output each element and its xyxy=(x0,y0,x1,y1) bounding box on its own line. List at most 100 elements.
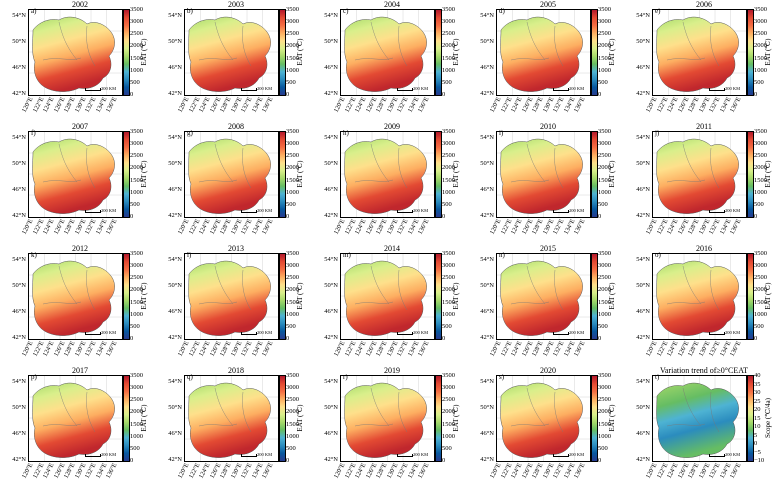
map-svg xyxy=(653,10,746,95)
colorbar-tick: 1000 xyxy=(286,66,299,74)
panel-letter: m) xyxy=(343,251,351,259)
panel-title: Variation trend of≥0°CEAT xyxy=(659,366,748,375)
map-svg xyxy=(29,132,122,217)
region-fill xyxy=(32,138,115,214)
colorbar-tick: 0 xyxy=(442,91,446,98)
map-frame: 200 KM xyxy=(184,375,279,462)
colorbar-tick: 1500 xyxy=(754,298,767,306)
lat-label: 42°N xyxy=(168,212,182,219)
panel-title: 2006 xyxy=(696,0,712,9)
lat-label: 42°N xyxy=(480,334,494,341)
panel-title: 2019 xyxy=(384,366,400,375)
colorbar-tick: 0 xyxy=(442,213,446,220)
colorbar-tick: 3000 xyxy=(598,18,611,26)
colorbar-tick: 1000 xyxy=(130,432,143,440)
panel-letter: j) xyxy=(655,129,660,137)
lat-label: 54°N xyxy=(168,256,182,263)
colorbar-tick: 1500 xyxy=(754,54,767,62)
lat-label: 42°N xyxy=(168,334,182,341)
map-frame: 200 KM xyxy=(28,375,123,462)
map-panel: 2005 200 KM d) 54°N 50°N 46°N 42°N 120°E 122°E 12… xyxy=(468,0,624,121)
lat-label: 46°N xyxy=(168,430,182,437)
colorbar-tick: 3000 xyxy=(130,384,143,392)
colorbar-tick: 2500 xyxy=(598,396,611,404)
colorbar-tick: 1000 xyxy=(442,188,455,196)
colorbar-label: EAT (℃) xyxy=(296,282,304,310)
map-panel: 2020 200 KM s) 54°N 50°N 46°N 42°N 120°E 122°E 12… xyxy=(468,366,624,487)
map-frame: 200 KM xyxy=(652,131,747,218)
colorbar-tick: 1500 xyxy=(442,420,455,428)
panel-letter: i) xyxy=(499,129,504,137)
panel-letter: c) xyxy=(343,7,349,15)
colorbar-label: EAT (℃) xyxy=(452,38,460,66)
lat-label: 50°N xyxy=(636,282,650,289)
colorbar-tick: 1500 xyxy=(130,176,143,184)
map-panel: 2016 200 KM o) 54°N 50°N 46°N 42°N 120°E 122°E 12… xyxy=(624,244,780,365)
colorbar-tick: 500 xyxy=(442,200,452,208)
colorbar xyxy=(435,375,442,462)
colorbar-tick: 3000 xyxy=(754,140,767,148)
colorbar-tick: 1000 xyxy=(442,66,455,74)
map-panel: 2013 200 KM l) 54°N 50°N 46°N 42°N 120°E 122°E 12… xyxy=(156,244,312,365)
colorbar-tick: 2000 xyxy=(598,42,611,50)
colorbar-tick: 1000 xyxy=(442,432,455,440)
map-frame: 200 KM xyxy=(184,131,279,218)
colorbar-tick: −5 xyxy=(754,448,761,456)
colorbar-tick: 3500 xyxy=(286,372,299,379)
lat-label: 50°N xyxy=(168,404,182,411)
scale-label: 200 KM xyxy=(569,208,585,213)
colorbar-tick: 3500 xyxy=(442,6,455,13)
colorbar-tick: 2500 xyxy=(442,396,455,404)
scale-label: 200 KM xyxy=(413,330,429,335)
scale-bar xyxy=(709,332,725,335)
colorbar-tick: 500 xyxy=(754,200,764,208)
colorbar-tick: 0 xyxy=(130,335,134,342)
colorbar-tick: 3500 xyxy=(442,250,455,257)
lat-label: 46°N xyxy=(12,186,26,193)
panel-title: 2003 xyxy=(228,0,244,9)
colorbar-tick: 1000 xyxy=(598,310,611,318)
region-fill xyxy=(32,16,115,92)
colorbar-tick: 2000 xyxy=(754,286,767,294)
map-svg xyxy=(29,10,122,95)
colorbar-label: EAT (℃) xyxy=(452,282,460,310)
region-fill xyxy=(500,382,583,458)
map-panel: 2014 200 KM m) 54°N 50°N 46°N 42°N 120°E 122°E 12… xyxy=(312,244,468,365)
colorbar-tick: 3000 xyxy=(754,18,767,26)
scale-bar xyxy=(709,454,725,457)
colorbar-tick: 30 xyxy=(754,389,761,396)
colorbar-label: Scope (℃/4a) xyxy=(764,398,772,438)
colorbar-tick: 500 xyxy=(130,444,140,452)
lat-label: 42°N xyxy=(168,456,182,463)
scale-bar xyxy=(553,454,569,457)
colorbar-tick: 500 xyxy=(286,200,296,208)
panel-title: 2012 xyxy=(72,244,88,253)
region-fill xyxy=(344,138,427,214)
lat-label: 46°N xyxy=(168,64,182,71)
lat-label: 42°N xyxy=(636,456,650,463)
scale-label: 200 KM xyxy=(413,208,429,213)
lat-label: 42°N xyxy=(12,456,26,463)
region-fill xyxy=(500,138,583,214)
colorbar-tick: 1500 xyxy=(442,298,455,306)
colorbar-tick: 1000 xyxy=(442,310,455,318)
colorbar-tick: 2500 xyxy=(286,30,299,38)
map-svg xyxy=(653,254,746,339)
panel-letter: t) xyxy=(655,373,660,381)
lat-label: 46°N xyxy=(12,64,26,71)
colorbar-tick: 500 xyxy=(286,444,296,452)
colorbar xyxy=(123,9,130,96)
colorbar-label: EAT (℃) xyxy=(140,160,148,188)
panel-letter: q) xyxy=(187,373,193,381)
map-svg xyxy=(497,10,590,95)
colorbar-tick: 1500 xyxy=(598,298,611,306)
lat-label: 46°N xyxy=(636,308,650,315)
scale-label: 200 KM xyxy=(725,452,741,457)
colorbar-tick: 0 xyxy=(754,91,758,98)
panel-title: 2018 xyxy=(228,366,244,375)
colorbar-tick: 2500 xyxy=(754,274,767,282)
lat-label: 50°N xyxy=(12,404,26,411)
colorbar-tick: 3500 xyxy=(130,372,143,379)
colorbar-tick: 500 xyxy=(598,444,608,452)
panel-title: 2009 xyxy=(384,122,400,131)
